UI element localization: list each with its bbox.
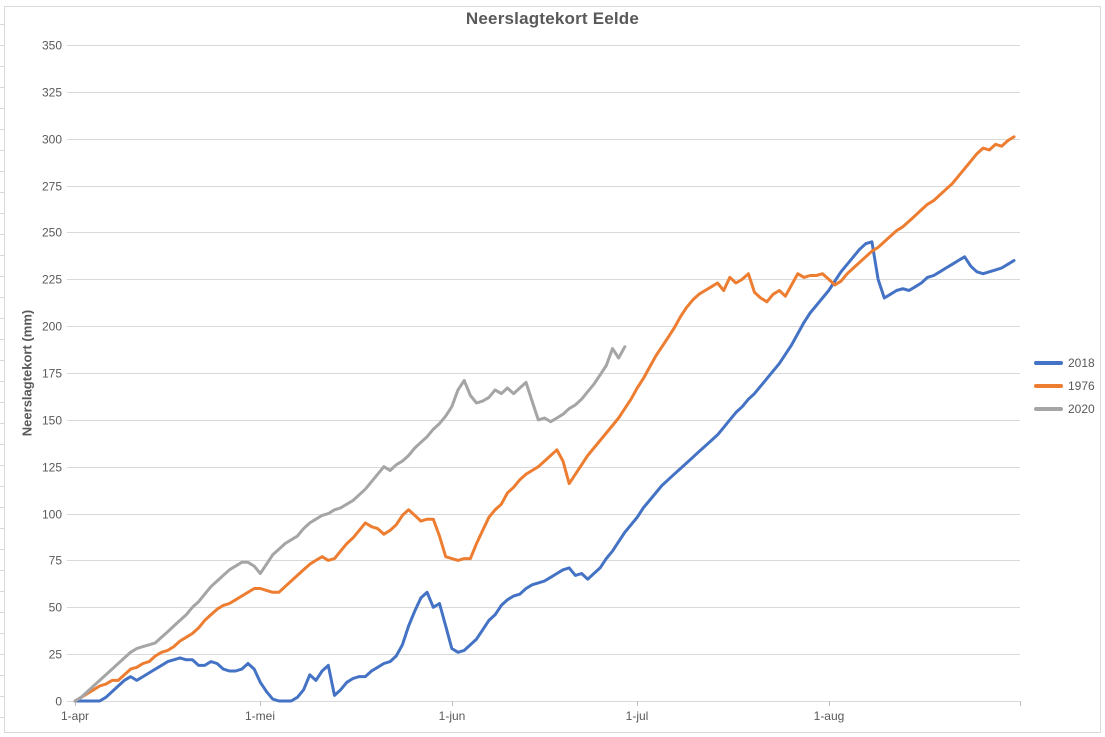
legend: 2018 1976 2020 (1034, 351, 1095, 420)
legend-line-swatch-2018 (1034, 360, 1063, 365)
chart-title: Neerslagtekort Eelde (465, 9, 640, 28)
y-tick-label-25: 25 (49, 648, 63, 662)
y-tick-label-350: 350 (42, 39, 62, 53)
y-tick-label-150: 150 (42, 414, 62, 428)
y-tick-label-75: 75 (49, 554, 63, 568)
x-tick-label-1-apr: 1-apr (61, 709, 89, 723)
y-axis-title: Neerslagtekort (mm) (19, 309, 35, 437)
y-tick-label-275: 275 (42, 180, 62, 194)
y-tick-label-225: 225 (42, 273, 62, 287)
legend-label-1976: 1976 (1068, 378, 1095, 393)
x-tick-label-1-jun: 1-jun (439, 709, 466, 723)
series-line-1976 (73, 135, 1016, 703)
y-tick-label-100: 100 (42, 508, 62, 522)
legend-item-1976: 1976 (1034, 374, 1095, 397)
y-tick-label-50: 50 (49, 601, 63, 615)
legend-item-2020: 2020 (1034, 397, 1095, 420)
x-tick-label-1-mei: 1-mei (245, 709, 275, 723)
chart-border (4, 6, 1101, 733)
y-tick-label-325: 325 (42, 86, 62, 100)
x-tick-label-1-aug: 1-aug (814, 709, 845, 723)
x-tick-label-1-jul: 1-jul (626, 709, 649, 723)
legend-label-2020: 2020 (1068, 401, 1095, 416)
y-tick-label-0: 0 (55, 695, 62, 709)
legend-line-swatch-1976 (1034, 383, 1063, 388)
y-tick-label-200: 200 (42, 320, 62, 334)
y-tick-label-250: 250 (42, 226, 62, 240)
series-line-2018 (73, 240, 1016, 703)
y-tick-label-300: 300 (42, 133, 62, 147)
series-line-2020 (73, 345, 627, 703)
y-tick-label-125: 125 (42, 461, 62, 475)
legend-item-2018: 2018 (1034, 351, 1095, 374)
legend-label-2018: 2018 (1068, 355, 1095, 370)
y-tick-label-175: 175 (42, 367, 62, 381)
legend-line-swatch-2020 (1034, 406, 1063, 411)
